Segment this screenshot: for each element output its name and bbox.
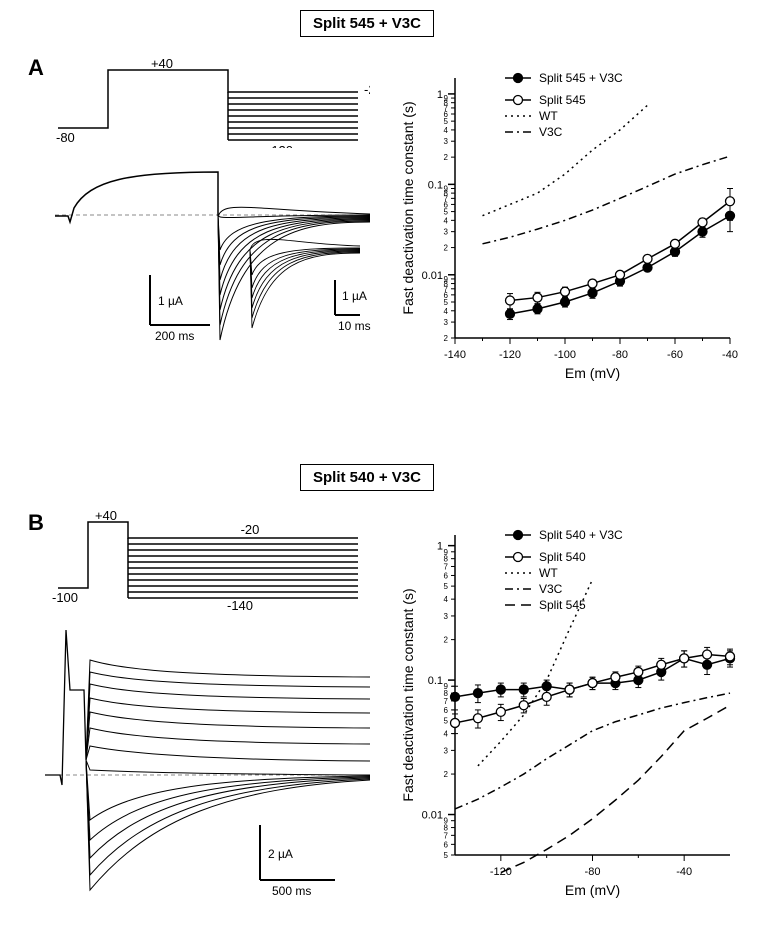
svg-text:4: 4: [444, 307, 449, 316]
svg-text:6: 6: [444, 706, 449, 715]
svg-text:5: 5: [444, 717, 449, 726]
svg-text:4: 4: [444, 595, 449, 604]
svg-text:2: 2: [444, 770, 449, 779]
svg-text:Split 545 + V3C: Split 545 + V3C: [539, 71, 623, 85]
protocol-b-hold: -100: [52, 590, 78, 605]
svg-text:5: 5: [444, 582, 449, 591]
chart-a: -140-120-100-80-60-400.01234567890.12345…: [390, 58, 750, 388]
svg-text:1: 1: [437, 541, 443, 553]
svg-text:3: 3: [444, 746, 449, 755]
svg-text:9: 9: [444, 682, 449, 691]
scale-b-x: 500 ms: [272, 884, 311, 898]
protocol-a-step: +40: [151, 58, 173, 71]
inset-a-x: 10 ms: [338, 319, 371, 333]
svg-text:7: 7: [444, 697, 449, 706]
protocol-b-tailtop: -20: [241, 522, 260, 537]
svg-text:Split 545: Split 545: [539, 598, 586, 612]
title-box-a: Split 545 + V3C: [300, 10, 434, 37]
svg-text:3: 3: [444, 228, 449, 237]
svg-text:9: 9: [444, 817, 449, 826]
svg-text:0.1: 0.1: [428, 675, 443, 687]
svg-text:6: 6: [444, 571, 449, 580]
svg-text:2: 2: [444, 636, 449, 645]
traces-b: 2 µA 500 ms: [40, 620, 380, 920]
scale-a-x: 200 ms: [155, 329, 194, 343]
svg-text:2: 2: [444, 244, 449, 253]
svg-text:2: 2: [444, 153, 449, 162]
svg-text:Fast deactivation time constan: Fast deactivation time constant (s): [400, 101, 416, 314]
svg-text:-120: -120: [499, 349, 521, 361]
svg-text:9: 9: [444, 94, 449, 103]
svg-text:WT: WT: [539, 109, 558, 123]
protocol-a-tailbot: -120: [267, 143, 293, 148]
protocol-b-step: +40: [95, 510, 117, 523]
svg-text:3: 3: [444, 612, 449, 621]
svg-text:-40: -40: [676, 866, 692, 878]
traces-a: 1 µA 200 ms 1 µA 10 ms: [50, 160, 380, 370]
protocol-a-hold: -80: [56, 130, 75, 145]
svg-text:7: 7: [444, 562, 449, 571]
svg-text:6: 6: [444, 840, 449, 849]
svg-text:V3C: V3C: [539, 582, 563, 596]
svg-text:4: 4: [444, 730, 449, 739]
title-b-text: Split 540 + V3C: [300, 464, 434, 491]
svg-text:Fast deactivation time constan: Fast deactivation time constant (s): [400, 588, 416, 801]
panel-label-b: B: [28, 510, 44, 536]
title-a-text: Split 545 + V3C: [300, 10, 434, 37]
svg-text:-60: -60: [667, 349, 683, 361]
chart-b: -120-80-400.01234567890.123456789156789E…: [390, 515, 750, 915]
svg-text:9: 9: [444, 275, 449, 284]
svg-text:3: 3: [444, 137, 449, 146]
svg-text:3: 3: [444, 318, 449, 327]
svg-text:Split 545: Split 545: [539, 93, 586, 107]
svg-text:0.01: 0.01: [422, 270, 443, 282]
svg-text:9: 9: [444, 548, 449, 557]
svg-text:4: 4: [444, 126, 449, 135]
svg-text:Em (mV): Em (mV): [565, 365, 620, 381]
svg-text:WT: WT: [539, 566, 558, 580]
svg-text:1: 1: [437, 89, 443, 101]
svg-text:0.01: 0.01: [422, 810, 443, 822]
protocol-b: +40 -100 -20 -140: [50, 510, 370, 610]
svg-text:2: 2: [444, 334, 449, 343]
svg-text:5: 5: [444, 851, 449, 860]
svg-text:Split 540: Split 540: [539, 550, 586, 564]
svg-text:-80: -80: [612, 349, 628, 361]
svg-text:Split 540 + V3C: Split 540 + V3C: [539, 528, 623, 542]
protocol-a-tailtop: -20: [364, 82, 370, 97]
protocol-a: +40 -80 -20 -120: [50, 58, 370, 148]
svg-text:-100: -100: [554, 349, 576, 361]
svg-text:4: 4: [444, 216, 449, 225]
svg-text:-80: -80: [585, 866, 601, 878]
title-box-b: Split 540 + V3C: [300, 464, 434, 491]
svg-text:-140: -140: [444, 349, 466, 361]
scale-b-y: 2 µA: [268, 847, 293, 861]
scale-a-y: 1 µA: [158, 294, 183, 308]
svg-text:V3C: V3C: [539, 125, 563, 139]
inset-a-y: 1 µA: [342, 289, 367, 303]
svg-text:Em (mV): Em (mV): [565, 882, 620, 898]
panel-label-a: A: [28, 55, 44, 81]
svg-text:0.1: 0.1: [428, 179, 443, 191]
svg-text:-40: -40: [722, 349, 738, 361]
svg-text:9: 9: [444, 184, 449, 193]
svg-text:7: 7: [444, 831, 449, 840]
protocol-b-tailbot: -140: [227, 598, 253, 610]
